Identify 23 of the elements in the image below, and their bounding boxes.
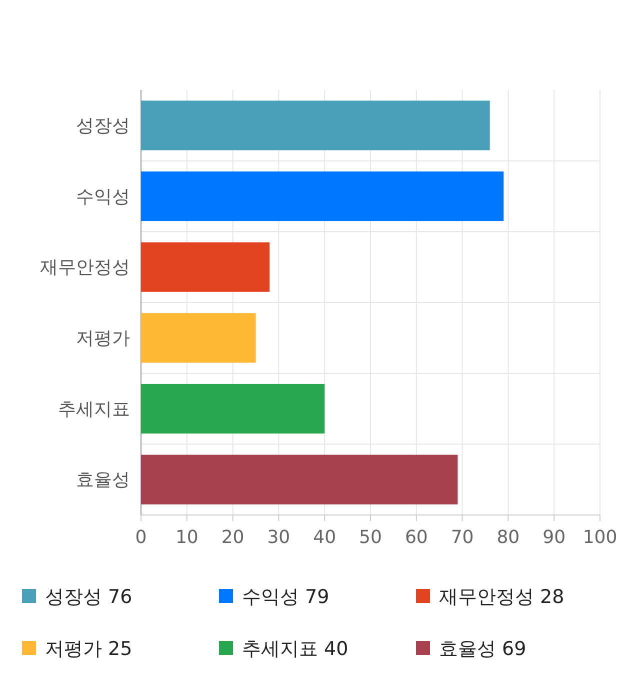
x-tick-label: 10 <box>175 527 198 548</box>
legend-label: 저평가 25 <box>45 638 132 660</box>
legend-label: 추세지표 40 <box>242 638 348 660</box>
y-tick-label: 성장성 <box>76 115 130 136</box>
x-tick-label: 20 <box>221 527 244 548</box>
legend-label: 수익성 79 <box>242 586 330 608</box>
x-tick-label: 60 <box>404 527 428 548</box>
legend-label: 성장성 76 <box>45 586 132 608</box>
x-tick-label: 0 <box>135 527 147 548</box>
x-tick-label: 40 <box>313 527 336 548</box>
y-tick-label: 수익성 <box>76 186 130 208</box>
x-tick-label: 30 <box>267 527 290 548</box>
y-tick-label: 재무안정성 <box>40 257 130 278</box>
y-tick-label: 추세지표 <box>58 398 130 420</box>
legend-label: 효율성 69 <box>439 638 526 660</box>
x-tick-label: 90 <box>542 527 566 548</box>
legend-label: 재무안정성 28 <box>439 586 564 608</box>
y-tick-label: 효율성 <box>76 470 130 491</box>
y-tick-label: 저평가 <box>76 328 130 349</box>
x-tick-label: 100 <box>582 527 618 548</box>
x-tick-label: 80 <box>496 527 520 548</box>
x-tick-label: 50 <box>359 527 382 548</box>
x-tick-label: 70 <box>450 527 474 548</box>
